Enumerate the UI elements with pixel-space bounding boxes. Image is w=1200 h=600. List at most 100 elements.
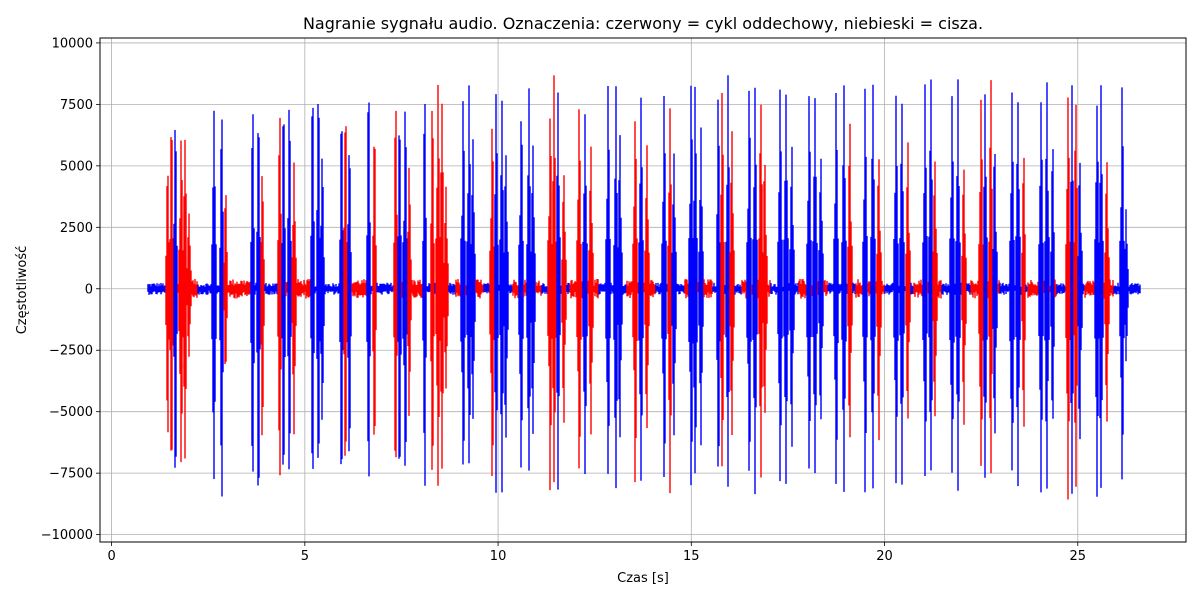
x-tick-label: 5 xyxy=(301,549,309,564)
signal-waveform xyxy=(147,75,1141,500)
waveform-segment xyxy=(197,110,224,497)
waveform-segment xyxy=(402,111,408,466)
waveform-segment xyxy=(281,124,286,465)
waveform-segment xyxy=(729,131,735,435)
waveform-segment xyxy=(173,130,178,468)
waveform-segment xyxy=(966,283,971,295)
waveform-segment xyxy=(526,88,536,471)
waveform-segment xyxy=(277,117,282,476)
waveform-segment xyxy=(823,280,828,296)
waveform-segment xyxy=(997,280,1000,294)
waveform-segment xyxy=(688,85,698,486)
waveform-segment xyxy=(541,283,548,294)
waveform-segment xyxy=(1113,87,1141,480)
waveform-segment xyxy=(489,128,495,476)
y-tick-label: 5000 xyxy=(60,159,93,174)
waveform-segment xyxy=(556,92,562,490)
waveform-segment xyxy=(992,154,998,434)
waveform-segment xyxy=(961,169,967,425)
waveform-segment xyxy=(757,104,771,478)
waveform-segment xyxy=(587,146,599,435)
waveform-segment xyxy=(724,75,730,487)
waveform-segment xyxy=(366,102,373,477)
waveform-segment xyxy=(435,85,449,486)
waveform-segment xyxy=(862,88,868,493)
waveform-segment xyxy=(523,279,527,297)
waveform-segment xyxy=(1094,85,1104,497)
waveform-segment xyxy=(535,280,542,296)
waveform-segment xyxy=(818,158,824,420)
waveform-segment xyxy=(910,282,914,295)
waveform-segment xyxy=(582,114,588,474)
waveform-segment xyxy=(626,121,639,483)
waveform-segment xyxy=(932,161,942,417)
waveform-segment xyxy=(703,279,713,298)
waveform-segment xyxy=(518,121,524,468)
waveform-segment xyxy=(561,175,567,423)
waveform-segment xyxy=(397,135,402,459)
x-axis: 0 5 10 15 20 25 xyxy=(107,542,1086,564)
waveform-segment xyxy=(1065,97,1071,500)
waveform-segment xyxy=(566,282,570,294)
waveform-segment xyxy=(827,85,848,492)
plot-frame xyxy=(99,37,1187,543)
waveform-segment xyxy=(422,104,431,486)
y-tick-label: 2500 xyxy=(60,221,93,236)
x-tick-label: 15 xyxy=(683,549,700,564)
waveform-segment xyxy=(1070,85,1074,494)
waveform-segment xyxy=(287,109,292,470)
waveform-segment xyxy=(983,94,988,478)
waveform-segment xyxy=(671,153,685,436)
waveform-segment xyxy=(393,110,398,458)
waveform-segment xyxy=(1027,280,1039,298)
waveform-segment xyxy=(147,283,166,295)
waveform-segment xyxy=(1054,279,1057,298)
waveform-segment xyxy=(655,96,668,477)
waveform-segment xyxy=(569,109,583,469)
waveform-segment xyxy=(347,155,352,452)
waveform-segment xyxy=(638,97,644,481)
waveform-segment xyxy=(855,279,863,298)
waveform-segment xyxy=(223,195,251,364)
waveform-segment xyxy=(905,142,911,419)
waveform-segment xyxy=(741,279,747,299)
waveform-segment xyxy=(999,92,1022,487)
waveform-segment xyxy=(1038,102,1044,493)
waveform-segment xyxy=(372,146,377,435)
y-tick-label: 7500 xyxy=(60,98,93,113)
waveform-segment xyxy=(285,281,288,297)
waveform-segment xyxy=(752,87,758,495)
waveform-segment xyxy=(165,137,174,451)
waveform-segment xyxy=(922,84,928,476)
waveform-segment xyxy=(970,99,984,466)
waveform-segment xyxy=(483,282,490,294)
waveform-segment xyxy=(1084,280,1095,298)
waveform-segment xyxy=(351,279,367,298)
waveform-segment xyxy=(1056,283,1066,295)
waveform-segment xyxy=(847,123,853,438)
x-axis-label: Czas [s] xyxy=(617,571,669,586)
waveform-segment xyxy=(684,279,689,299)
waveform-segment xyxy=(987,80,993,474)
waveform-segment xyxy=(875,159,885,441)
waveform-segment xyxy=(734,284,742,295)
waveform-segment xyxy=(720,93,725,467)
waveform-segment xyxy=(941,79,962,491)
waveform-segment xyxy=(712,99,721,467)
y-tick-label: 10000 xyxy=(52,36,93,51)
waveform-segment xyxy=(770,89,799,484)
waveform-segment xyxy=(870,84,876,489)
waveform-segment xyxy=(177,139,198,463)
y-axis: −10000 −7500 −5000 −2500 0 2500 5000 7500 10000 xyxy=(41,36,100,543)
waveform-segment xyxy=(698,127,704,446)
x-tick-label: 25 xyxy=(1070,549,1087,564)
waveform-segment xyxy=(475,279,484,299)
waveform-segment xyxy=(884,95,906,485)
waveform-segment xyxy=(455,279,461,297)
waveform-segment xyxy=(913,279,923,298)
waveform-segment xyxy=(291,162,311,435)
waveform-segment xyxy=(494,94,513,493)
waveform-segment xyxy=(806,96,812,469)
